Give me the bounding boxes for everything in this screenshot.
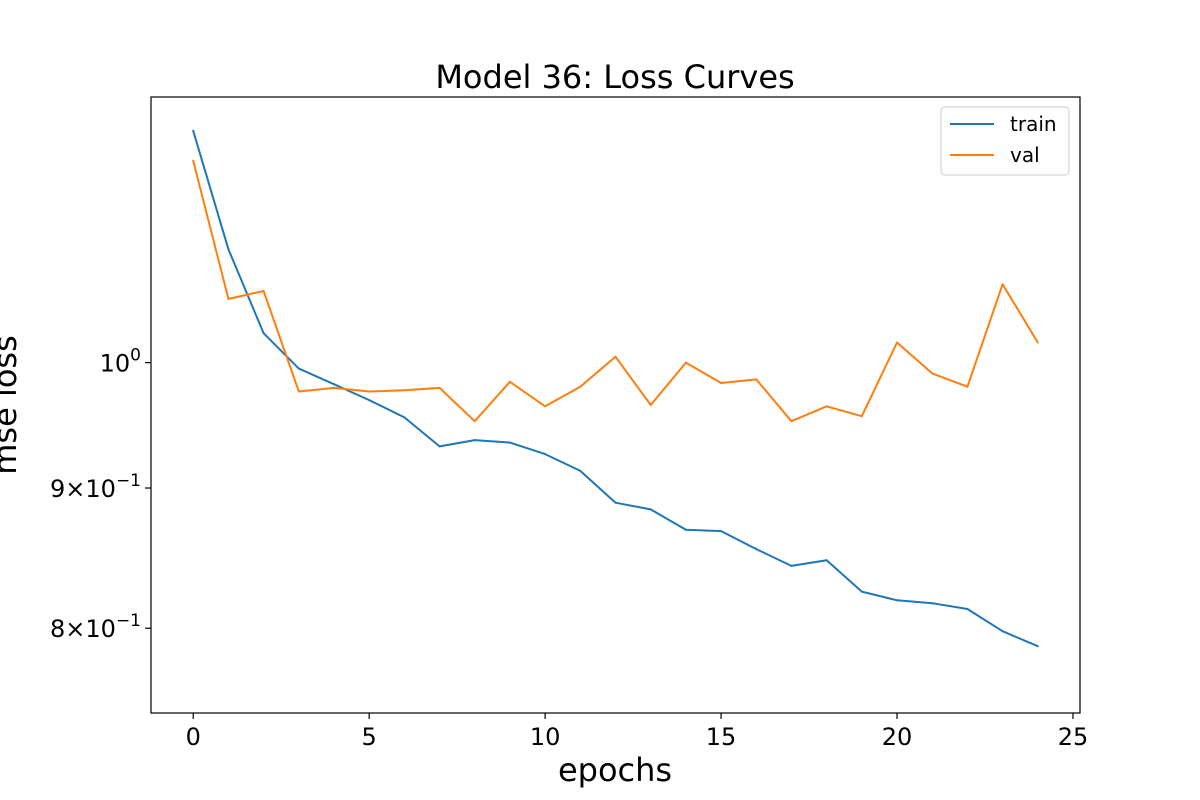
data-point-train <box>508 441 511 444</box>
data-point-val <box>755 378 758 381</box>
data-point-train <box>192 129 195 132</box>
legend-label-val: val <box>1010 143 1040 167</box>
chart-title: Model 36: Loss Curves <box>435 58 794 96</box>
data-point-val <box>684 361 687 364</box>
data-point-train <box>1036 645 1039 648</box>
data-point-train <box>262 332 265 335</box>
x-tick-label: 10 <box>530 723 561 751</box>
data-point-train <box>825 559 828 562</box>
legend-label-train: train <box>1010 112 1057 136</box>
x-tick-label: 0 <box>186 723 201 751</box>
y-tick-mantissa: 9× <box>50 475 85 503</box>
data-point-val <box>649 404 652 407</box>
y-tick-base: 10 <box>85 615 116 643</box>
data-point-train <box>579 469 582 472</box>
data-point-val <box>614 355 617 358</box>
data-point-train <box>227 248 230 251</box>
data-point-val <box>1036 341 1039 344</box>
data-point-train <box>544 453 547 456</box>
data-point-val <box>403 389 406 392</box>
data-point-train <box>966 608 969 611</box>
data-point-train <box>720 530 723 533</box>
data-point-train <box>614 501 617 504</box>
data-point-val <box>896 341 899 344</box>
data-point-train <box>473 439 476 442</box>
data-point-val <box>332 386 335 389</box>
data-point-train <box>297 367 300 370</box>
data-point-val <box>192 159 195 162</box>
plot-area <box>150 96 1081 714</box>
y-tick-exponent: −1 <box>116 611 141 631</box>
data-point-val <box>262 290 265 293</box>
data-point-val <box>297 390 300 393</box>
data-point-val <box>931 372 934 375</box>
data-point-val <box>473 420 476 423</box>
y-tick-label: 100 <box>100 346 141 378</box>
data-point-val <box>720 382 723 385</box>
data-point-val <box>368 390 371 393</box>
y-tick-exponent: 0 <box>130 346 141 366</box>
data-point-val <box>1001 283 1004 286</box>
x-axis-label: epochs <box>558 751 672 789</box>
series-lines <box>192 129 1039 648</box>
data-point-val <box>544 405 547 408</box>
legend: train val <box>940 106 1070 176</box>
y-tick-mantissa: 8× <box>50 615 85 643</box>
data-point-train <box>649 508 652 511</box>
y-tick-label: 8×10−1 <box>50 611 141 643</box>
data-point-train <box>1001 630 1004 633</box>
y-tick-exponent: −1 <box>116 471 141 491</box>
x-tick-label: 15 <box>706 723 737 751</box>
data-point-train <box>755 548 758 551</box>
data-point-val <box>790 420 793 423</box>
x-tick-label: 20 <box>882 723 913 751</box>
data-point-val <box>227 297 230 300</box>
data-point-train <box>438 445 441 448</box>
data-point-val <box>860 415 863 418</box>
y-tick-base: 10 <box>100 350 131 378</box>
data-point-val <box>438 386 441 389</box>
data-point-train <box>790 564 793 567</box>
data-point-train <box>332 383 335 386</box>
data-point-val <box>966 385 969 388</box>
data-point-train <box>860 590 863 593</box>
data-point-train <box>896 599 899 602</box>
series-line-val <box>192 160 1039 423</box>
y-tick-base: 10 <box>85 475 116 503</box>
data-point-val <box>825 405 828 408</box>
data-point-train <box>403 416 406 419</box>
data-point-val <box>579 385 582 388</box>
y-axis-label: mse loss <box>0 335 24 475</box>
y-tick-label: 9×10−1 <box>50 471 141 503</box>
data-point-train <box>684 528 687 531</box>
x-tick-label: 5 <box>362 723 377 751</box>
data-point-train <box>931 602 934 605</box>
x-axis: 0 5 10 15 20 25 <box>186 713 1089 751</box>
data-point-train <box>368 399 371 402</box>
x-tick-label: 25 <box>1058 723 1089 751</box>
data-point-val <box>508 380 511 383</box>
